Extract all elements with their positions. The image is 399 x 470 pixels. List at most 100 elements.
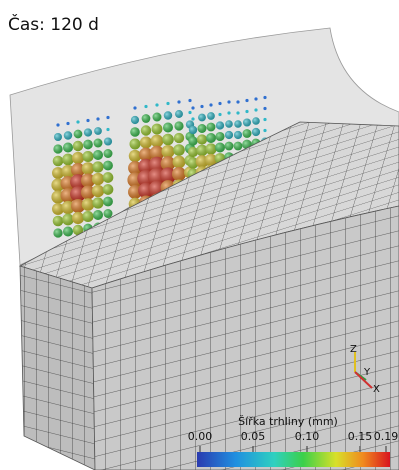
sphere: [263, 96, 266, 99]
sphere-shade: [73, 141, 83, 151]
sphere: [76, 120, 79, 123]
sphere-shade: [63, 142, 73, 152]
sphere-shade: [198, 114, 206, 122]
sphere-shade: [141, 125, 151, 135]
sphere-shade: [82, 211, 93, 222]
sphere-shade: [174, 133, 184, 143]
sphere: [263, 129, 266, 132]
sphere-shade: [131, 116, 139, 124]
sphere-shade: [175, 110, 183, 118]
sphere-shade: [53, 144, 62, 153]
sphere: [263, 107, 266, 110]
sphere: [254, 97, 257, 100]
sphere-shade: [252, 128, 260, 136]
colorbar-tick-label: 0.05: [241, 430, 266, 443]
sphere-shade: [152, 124, 163, 135]
sphere: [188, 111, 191, 114]
sphere-shade: [104, 209, 113, 218]
sphere: [155, 103, 158, 106]
axis-x: X: [373, 384, 380, 395]
sphere-shade: [103, 184, 114, 195]
sphere: [133, 106, 136, 109]
sphere-shade: [215, 132, 224, 141]
sphere-shade: [94, 139, 103, 148]
sphere-shade: [216, 121, 224, 129]
sphere: [254, 108, 257, 111]
sphere-shade: [243, 129, 252, 138]
sphere-shade: [72, 152, 84, 164]
sphere: [106, 116, 109, 119]
sphere-shade: [92, 197, 103, 208]
sphere-shade: [206, 133, 216, 143]
sphere-shade: [103, 172, 114, 183]
sphere-shade: [234, 142, 243, 151]
sphere: [86, 119, 89, 122]
sphere: [227, 100, 230, 103]
sphere-shade: [93, 150, 103, 160]
sphere-shade: [163, 123, 173, 133]
sphere-shade: [161, 145, 174, 158]
axis-y: Y: [363, 367, 371, 378]
sphere-shade: [130, 127, 140, 137]
sphere-shade: [207, 112, 215, 120]
sphere-shade: [234, 131, 242, 139]
sphere-shade: [104, 149, 113, 158]
sphere-shade: [92, 185, 104, 197]
colorbar-tick-label: 0.19: [374, 430, 399, 443]
sphere-shade: [198, 124, 207, 133]
sphere-shade: [130, 139, 141, 150]
sphere: [106, 128, 109, 131]
sphere: [236, 100, 239, 103]
sphere-shade: [53, 156, 64, 167]
sphere-shade: [63, 226, 73, 236]
sphere-shade: [54, 133, 62, 141]
sphere-shade: [83, 140, 93, 150]
axis-z: Z: [350, 344, 357, 355]
sphere-shade: [103, 161, 113, 171]
sphere-shade: [172, 167, 186, 181]
sphere-shade: [84, 128, 92, 136]
sphere-shade: [205, 143, 216, 154]
sphere: [191, 117, 194, 120]
title: Čas: 120 d: [8, 13, 99, 35]
sphere-shade: [92, 161, 103, 172]
scene: Čas: 120 d Z Y X Šířka trhliny (mm) 0.00…: [0, 0, 399, 470]
sphere: [245, 99, 248, 102]
sphere: [200, 105, 203, 108]
sphere-shade: [225, 142, 234, 151]
sphere-shade: [197, 134, 207, 144]
colorbar-title: Šířka trhliny (mm): [238, 415, 338, 428]
sphere: [191, 106, 194, 109]
sphere-shade: [64, 131, 72, 139]
sphere: [166, 102, 169, 105]
colorbar-tick-label: 0.15: [348, 430, 373, 443]
sphere-shade: [189, 126, 197, 134]
sphere-shade: [174, 121, 183, 130]
sphere-shade: [62, 154, 74, 166]
sphere: [263, 118, 266, 121]
sphere-shade: [62, 214, 74, 226]
sphere-shade: [103, 197, 113, 207]
sphere-shade: [104, 137, 112, 145]
sphere-shade: [140, 136, 152, 148]
sphere-shade: [93, 210, 103, 220]
sphere-shade: [173, 144, 185, 156]
sphere-shade: [252, 117, 260, 125]
sphere: [245, 110, 248, 113]
sphere: [227, 111, 230, 114]
sphere-shade: [142, 114, 151, 123]
sphere-shade: [151, 135, 164, 148]
sphere-shade: [173, 156, 186, 169]
sphere: [218, 102, 221, 105]
sphere-shade: [82, 198, 95, 211]
colorbar-tick-label: 0.10: [295, 430, 320, 443]
sphere: [144, 105, 147, 108]
sphere-shade: [188, 136, 197, 145]
colorbar: [197, 452, 390, 467]
sphere: [56, 123, 59, 126]
sphere-shade: [164, 111, 172, 119]
sphere-shade: [82, 151, 93, 162]
beam-side: [20, 266, 95, 470]
sphere-shade: [225, 120, 233, 128]
sphere-shade: [207, 123, 216, 132]
